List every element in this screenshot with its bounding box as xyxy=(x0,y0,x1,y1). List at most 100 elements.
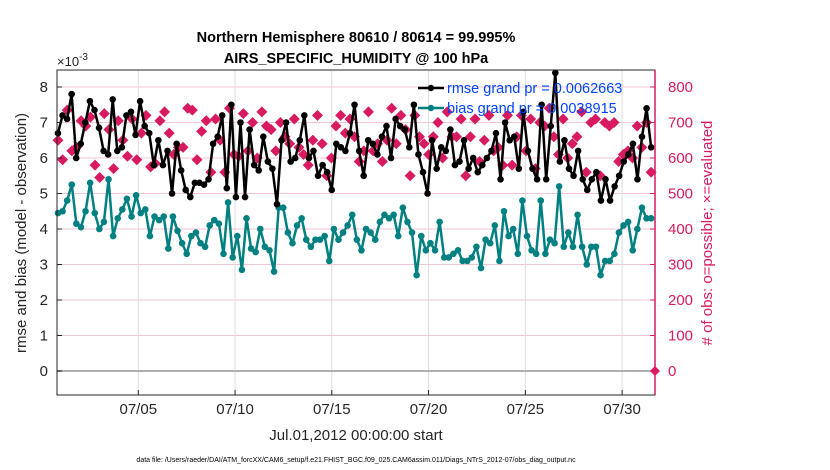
rmse-point xyxy=(415,151,422,158)
rmse-point xyxy=(638,133,646,140)
bias-point xyxy=(339,229,347,236)
bias-point xyxy=(532,250,540,258)
rmse-point xyxy=(561,136,568,144)
bias-point xyxy=(606,257,614,265)
rmse-point xyxy=(437,144,445,151)
bias-point xyxy=(505,232,512,240)
obs-evaluated-marker xyxy=(191,154,203,166)
rmse-point xyxy=(479,161,486,169)
obs-evaluated-marker xyxy=(501,109,513,121)
obs-evaluated-marker xyxy=(186,104,198,116)
rmse-point xyxy=(305,154,313,162)
rmse-point xyxy=(593,168,600,176)
bias-point xyxy=(201,243,209,251)
rmse-point xyxy=(579,176,586,183)
obs-evaluated-marker xyxy=(302,159,314,171)
obs-evaluated-marker xyxy=(330,120,342,132)
obs-evaluated-marker xyxy=(131,154,143,166)
bias-point xyxy=(551,239,558,247)
bias-point xyxy=(261,243,269,251)
legend-rmse-label: rmse grand pr = 0.0062663 xyxy=(447,81,622,97)
rmse-point xyxy=(428,136,436,144)
x-tick-label: 07/10 xyxy=(216,401,254,418)
rmse-point xyxy=(364,136,372,144)
rmse-point xyxy=(355,147,363,155)
rmse-point xyxy=(442,147,450,155)
rmse-point xyxy=(406,144,413,151)
rmse-point xyxy=(410,101,418,109)
rmse-point xyxy=(273,200,281,208)
rmse-point xyxy=(396,122,404,130)
bias-point xyxy=(399,204,407,211)
rmse-point xyxy=(319,161,326,169)
bias-point xyxy=(436,218,443,226)
bias-point xyxy=(335,236,342,243)
rmse-point xyxy=(77,140,85,148)
rmse-point xyxy=(424,190,431,197)
rmse-point xyxy=(205,176,212,183)
obs-evaluated-marker xyxy=(94,172,106,184)
bias-point xyxy=(73,220,80,227)
bias-point xyxy=(279,204,287,211)
bias-point xyxy=(289,239,296,247)
rmse-point xyxy=(91,106,98,114)
bias-point xyxy=(96,225,103,233)
bias-point xyxy=(330,225,338,233)
rmse-point xyxy=(574,147,582,155)
obs-evaluated-marker xyxy=(98,108,110,120)
bias-point xyxy=(523,232,531,240)
rmse-point xyxy=(332,140,340,148)
bias-point xyxy=(408,229,416,236)
bias-point xyxy=(224,199,232,206)
rmse-point xyxy=(200,181,208,188)
bias-point xyxy=(615,229,623,236)
bias-point xyxy=(178,239,186,247)
bias-point xyxy=(321,232,328,240)
obs-evaluated-marker xyxy=(613,156,625,168)
rmse-point xyxy=(223,184,231,192)
rmse-point xyxy=(132,131,139,139)
obs-evaluated-marker xyxy=(580,166,592,178)
rmse-point xyxy=(542,176,550,183)
rmse-point xyxy=(278,136,285,144)
bias-point xyxy=(578,243,586,251)
y-tick-label-right: 400 xyxy=(668,221,693,238)
rmse-point xyxy=(287,158,294,165)
exponent-power: -3 xyxy=(79,52,88,63)
rmse-point xyxy=(369,140,377,148)
obs-evaluated-marker xyxy=(506,159,518,171)
rmse-point xyxy=(346,129,354,137)
ticks-group: 0 1 2 3 4 5 6 7 8 0 100 200 300 400 500 600 700 800 07/05 0… xyxy=(40,79,693,418)
rmse-point xyxy=(182,186,190,194)
x-tick-label: 07/20 xyxy=(410,401,448,418)
obs-evaluated-marker xyxy=(163,127,175,139)
data-file-footer: data file: /Users/raeder/DAI/ATM_forcXX/… xyxy=(136,457,576,464)
rmse-point xyxy=(159,161,167,169)
obs-evaluated-marker xyxy=(316,138,328,150)
rmse-point xyxy=(602,176,609,183)
bias-point xyxy=(358,247,365,254)
bias-point xyxy=(307,243,315,251)
bias-point xyxy=(229,254,236,261)
bias-point xyxy=(413,271,420,279)
obs-evaluated-marker xyxy=(108,163,120,175)
y-tick-label-right: 600 xyxy=(668,150,693,167)
bias-point xyxy=(155,216,163,224)
obs-evaluated-marker xyxy=(418,138,430,150)
bias-point xyxy=(206,222,214,229)
bias-point xyxy=(160,213,168,220)
bias-point xyxy=(463,257,471,265)
obs-evaluated-marker xyxy=(478,134,490,146)
obs-evaluated-marker xyxy=(469,113,481,125)
bias-point xyxy=(542,250,549,258)
bias-point xyxy=(486,239,494,247)
y-tick-label-left: 5 xyxy=(40,186,48,203)
rmse-point xyxy=(643,105,650,112)
bias-point xyxy=(371,236,379,243)
rmse-point xyxy=(177,167,185,174)
obs-evaluated-marker xyxy=(247,117,259,128)
obs-evaluated-marker xyxy=(237,108,249,120)
y-tick-label-left: 7 xyxy=(40,115,48,132)
bias-point xyxy=(537,197,545,204)
obs-evaluated-marker xyxy=(566,138,578,150)
